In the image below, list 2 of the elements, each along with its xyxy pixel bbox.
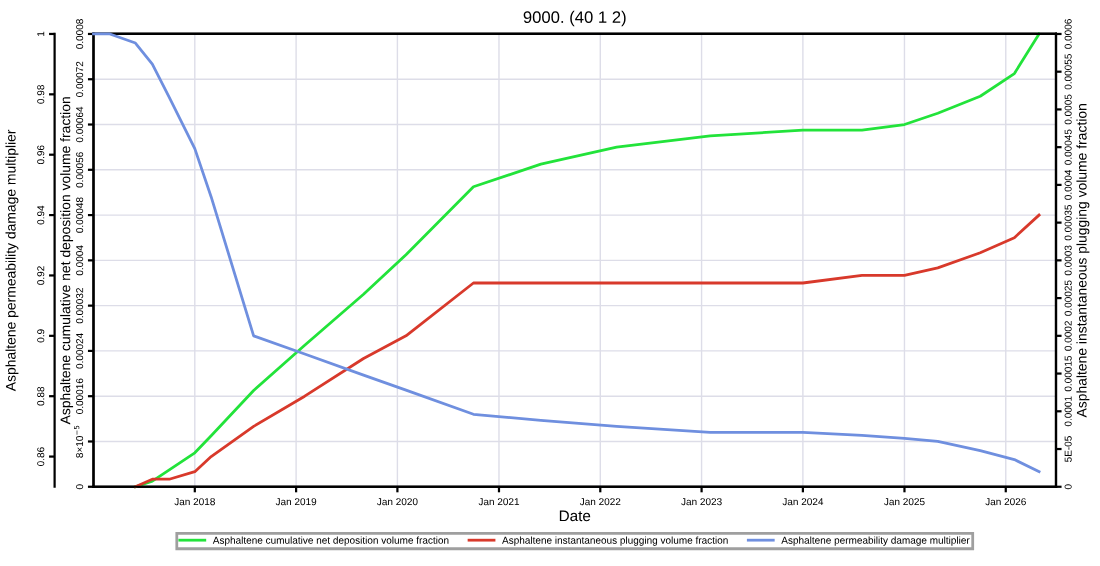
chart-title: 9000. (40 1 2) — [523, 10, 626, 27]
line-series — [134, 213, 1041, 489]
